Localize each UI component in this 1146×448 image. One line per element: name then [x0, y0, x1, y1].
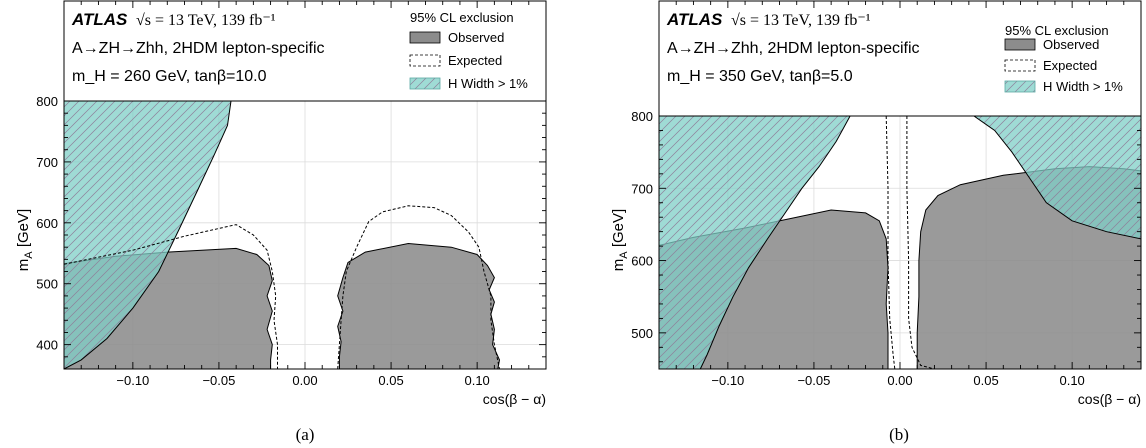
x-tick-label-a-1: −0.05	[202, 373, 235, 388]
x-tick-label-b-4: 0.10	[1059, 373, 1084, 388]
legend-expected-b: Expected	[1043, 58, 1097, 73]
x-tick-label-a-0: −0.10	[116, 373, 149, 388]
plot-area-b	[659, 116, 1141, 369]
legend-expected-a: Expected	[448, 53, 502, 68]
legend-width-a: H Width > 1%	[448, 76, 528, 91]
y-tick-label-b-2: 700	[631, 181, 653, 196]
x-tick-label-a-2: 0.00	[292, 373, 317, 388]
x-axis-label-a: cos(β − α)	[483, 391, 546, 407]
process-label-b: A→ZH→Zhh, 2HDM lepton-specific	[667, 40, 920, 57]
x-tick-label-a-4: 0.10	[464, 373, 489, 388]
panel-b: −0.10 −0.05 0.00 0.05 0.10 500 600 700 800 ATLAS…	[610, 0, 1142, 444]
x-axis-label-b: cos(β − α)	[1078, 391, 1141, 407]
y-tick-label-a-0: 400	[36, 338, 58, 353]
legend-observed-a: Observed	[448, 30, 504, 45]
legend-b: 95% CL exclusion Observed Expected H Wid…	[1004, 23, 1123, 94]
x-tick-label-b-0: −0.10	[711, 373, 744, 388]
y-axis-label-a: mA [GeV]	[15, 209, 35, 271]
axes-b: −0.10 −0.05 0.00 0.05 0.10 500 600 700 800	[631, 1, 1142, 388]
x-tick-label-b-3: 0.05	[973, 373, 998, 388]
x-tick-label-b-1: −0.05	[797, 373, 830, 388]
energy-label-a: √s = 13 TeV, 139 fb⁻¹	[136, 12, 276, 29]
axes-a: −0.10 −0.05 0.00 0.05 0.10 400 500 600 700 800	[36, 1, 547, 388]
energy-label-b: √s = 13 TeV, 139 fb⁻¹	[731, 12, 871, 29]
caption-b: (b)	[889, 425, 909, 444]
x-tick-label-a-3: 0.05	[378, 373, 403, 388]
legend-swatch-expected-b	[1004, 59, 1036, 72]
x-tick-label-b-2: 0.00	[887, 373, 912, 388]
y-tick-label-a-2: 600	[36, 216, 58, 231]
experiment-label-a: ATLAS	[71, 10, 128, 29]
series-teal-hatched-b-0	[659, 116, 851, 369]
caption-a: (a)	[296, 425, 315, 444]
y-tick-label-b-1: 600	[631, 254, 653, 269]
y-tick-label-b-3: 800	[631, 109, 653, 124]
plot-frame-a	[63, 0, 547, 370]
panel-a: −0.10 −0.05 0.00 0.05 0.10 400 500 600 700 800 AT…	[15, 0, 547, 444]
legend-swatch-width-b	[1004, 80, 1036, 93]
params-label-b: m_H = 350 GeV, tanβ=5.0	[667, 68, 853, 85]
legend-swatch-observed-a	[409, 31, 441, 44]
legend-width-b: H Width > 1%	[1043, 79, 1123, 94]
series-dashed-a-1	[337, 205, 500, 369]
series-dashed-b-1	[906, 116, 935, 369]
plot-frame-b	[658, 0, 1142, 370]
series-gray-fill-a-1	[337, 242, 501, 369]
legend-observed-b: Observed	[1043, 37, 1099, 52]
y-tick-label-a-3: 700	[36, 155, 58, 170]
y-tick-label-a-1: 500	[36, 277, 58, 292]
series-teal-hatched-a-0	[64, 101, 232, 369]
legend-swatch-observed-b	[1004, 38, 1036, 51]
y-axis-label-b: mA [GeV]	[610, 209, 630, 271]
series-dashed-a-0	[64, 224, 278, 369]
y-tick-label-b-0: 500	[631, 326, 653, 341]
legend-a: 95% CL exclusion Observed Expected H Wid…	[409, 10, 528, 91]
experiment-label-b: ATLAS	[666, 10, 723, 29]
process-label-a: A→ZH→Zhh, 2HDM lepton-specific	[72, 40, 325, 57]
legend-swatch-width-a	[409, 77, 441, 90]
y-tick-label-a-4: 800	[36, 94, 58, 109]
legend-title-a: 95% CL exclusion	[410, 10, 514, 25]
series-teal-hatched-b-1	[973, 116, 1141, 240]
series-dashed-b-0	[885, 116, 896, 369]
params-label-a: m_H = 260 GeV, tanβ=10.0	[72, 68, 267, 85]
legend-title-b: 95% CL exclusion	[1005, 23, 1109, 38]
plot-area-a	[64, 101, 546, 369]
legend-swatch-expected-a	[409, 54, 441, 67]
